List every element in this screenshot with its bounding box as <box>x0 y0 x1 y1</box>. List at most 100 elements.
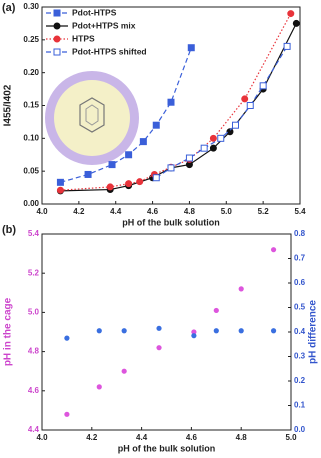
cage-core <box>54 80 130 156</box>
molecule <box>79 97 105 133</box>
y-tick-label: 0.00 <box>23 199 39 208</box>
plot-frame <box>41 233 292 431</box>
point <box>64 411 70 417</box>
marker <box>106 183 114 191</box>
y-axis-label: I455/I402 <box>3 84 14 126</box>
y-tick-label: 4.4 <box>28 425 40 434</box>
x-axis-label: pH of the bulk solution <box>122 217 220 227</box>
point <box>96 384 102 390</box>
marker <box>108 161 116 169</box>
x-tick-label: 5.0 <box>285 433 297 442</box>
y-tick-label: 0.25 <box>23 35 39 44</box>
y-tick-label: 0.10 <box>23 133 39 142</box>
marker <box>125 151 133 159</box>
point <box>238 328 244 334</box>
marker <box>241 95 249 103</box>
point <box>96 328 102 334</box>
marker <box>139 138 147 146</box>
point <box>191 329 197 335</box>
marker <box>167 164 175 172</box>
marker <box>200 144 208 152</box>
y-tick-label: 4.8 <box>28 347 40 356</box>
y2-tick-label: 0.3 <box>294 352 306 361</box>
marker <box>152 121 160 129</box>
marker <box>136 178 144 186</box>
marker <box>246 102 254 109</box>
legend-label: Pdot-HTPS <box>72 7 117 17</box>
series-line <box>60 47 192 183</box>
y2-tick-label: 0.8 <box>294 229 306 238</box>
y2-tick-label: 0.4 <box>294 327 306 336</box>
y-tick-label: 0.05 <box>23 166 39 175</box>
marker <box>167 98 175 106</box>
legend-marker <box>53 22 61 30</box>
y2-tick-label: 0.1 <box>294 401 306 410</box>
x-tick-label: 4.6 <box>147 207 159 216</box>
y2-tick-label: 0.5 <box>294 303 306 312</box>
y-axis-label: pH in the cage <box>3 297 14 366</box>
x-axis-label: pH of the bulk solution <box>118 443 216 453</box>
x-tick-label: 4.8 <box>184 207 196 216</box>
marker <box>187 44 195 52</box>
x-tick-label: 4.4 <box>110 207 122 216</box>
point <box>191 333 197 339</box>
point <box>213 328 219 334</box>
y2-tick-label: 0.6 <box>294 278 306 287</box>
point <box>156 345 162 351</box>
y-tick-label: 5.4 <box>28 229 40 238</box>
y-tick-label: 0.30 <box>23 2 39 11</box>
panel-label: (a) <box>2 2 16 14</box>
point <box>213 307 219 314</box>
marker <box>209 134 217 142</box>
point <box>238 286 244 292</box>
y2-tick-label: 0.7 <box>294 254 306 263</box>
y2-tick-label: 0.0 <box>294 425 306 434</box>
marker <box>209 144 217 152</box>
x-tick-label: 4.2 <box>86 433 98 442</box>
x-tick-label: 5.2 <box>258 207 270 216</box>
series-line <box>155 46 288 179</box>
point <box>270 328 277 334</box>
series-line <box>60 13 292 191</box>
inset-illustration <box>45 71 139 165</box>
marker <box>292 19 300 27</box>
marker <box>185 154 193 162</box>
y2-tick-label: 0.2 <box>294 376 306 385</box>
point <box>64 335 70 341</box>
marker <box>226 128 234 136</box>
y-tick-label: 5.0 <box>28 308 40 317</box>
marker <box>56 186 64 194</box>
legend-label: Pdot-HTPS shifted <box>72 46 147 56</box>
marker <box>283 42 291 50</box>
y-tick-label: 4.6 <box>28 386 40 395</box>
point <box>121 368 127 374</box>
y-tick-label: 0.20 <box>23 68 39 77</box>
x-tick-label: 4.8 <box>236 433 248 442</box>
marker <box>232 121 239 129</box>
y2-axis-label: pH difference <box>308 300 319 364</box>
marker <box>217 134 225 142</box>
marker <box>259 82 267 90</box>
y-tick-label: 0.15 <box>23 101 39 110</box>
x-tick-label: 4.2 <box>73 207 85 216</box>
legend-marker <box>53 48 61 56</box>
panel-label: (b) <box>2 224 16 236</box>
marker <box>152 174 160 182</box>
point <box>156 325 162 331</box>
legend-label: Pdot+HTPS mix <box>72 20 136 30</box>
x-tick-label: 4.6 <box>186 433 198 442</box>
molecule-ring <box>85 104 99 126</box>
x-tick-label: 4.4 <box>136 433 148 442</box>
x-tick-label: 5.0 <box>221 207 233 216</box>
marker <box>287 10 295 18</box>
x-tick-label: 4.0 <box>36 433 48 442</box>
legend-marker <box>53 35 61 43</box>
legend-marker <box>53 9 61 17</box>
point <box>270 247 277 253</box>
marker <box>84 170 92 178</box>
x-tick-label: 5.4 <box>294 207 306 216</box>
x-tick-label: 4.0 <box>36 207 48 216</box>
legend-label: HTPS <box>72 33 95 43</box>
marker <box>56 178 64 186</box>
